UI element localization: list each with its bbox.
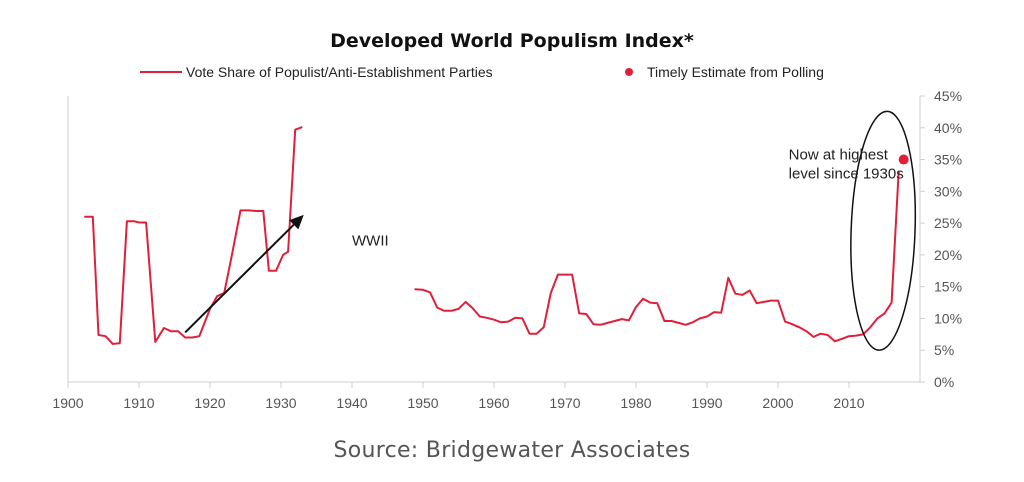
x-tick-label: 1940 bbox=[336, 395, 367, 411]
x-tick-label: 1900 bbox=[52, 395, 83, 411]
y-tick-label: 5% bbox=[934, 342, 954, 358]
chart-title: Developed World Populism Index* bbox=[330, 30, 694, 52]
x-tick-label: 2000 bbox=[762, 395, 793, 411]
x-tick-label: 1920 bbox=[194, 395, 225, 411]
y-tick-label: 40% bbox=[934, 120, 962, 136]
chart-marks: WWII Now at highest level since 1930s bbox=[84, 110, 917, 351]
y-tick-label: 0% bbox=[934, 374, 954, 390]
annotation-line: Now at highest bbox=[789, 147, 889, 164]
trend-arrow-head bbox=[289, 214, 304, 230]
x-tick-label: 1910 bbox=[123, 395, 154, 411]
chart-legend: Vote Share of Populist/Anti-Establishmen… bbox=[0, 64, 1024, 86]
y-tick-label: 20% bbox=[934, 247, 962, 263]
y-tick-label: 10% bbox=[934, 310, 962, 326]
legend-label-vote-share: Vote Share of Populist/Anti-Establishmen… bbox=[186, 64, 493, 80]
chart-axes: 1900 1910 1920 1930 1940 1950 1960 1970 1980 1990… bbox=[52, 88, 962, 411]
legend-dot-swatch bbox=[625, 68, 633, 76]
trend-arrow-shaft bbox=[184, 223, 295, 334]
x-tick-label: 1930 bbox=[265, 395, 296, 411]
x-tick-label: 1980 bbox=[620, 395, 651, 411]
y-tick-label: 45% bbox=[934, 88, 962, 104]
x-tick-label: 1960 bbox=[478, 395, 509, 411]
legend-item-vote-share: Vote Share of Populist/Anti-Establishmen… bbox=[140, 64, 493, 80]
x-tick-label: 2010 bbox=[833, 395, 864, 411]
source-caption: Source: Bridgewater Associates bbox=[333, 438, 691, 463]
y-tick-label: 35% bbox=[934, 152, 962, 168]
y-tick-label: 30% bbox=[934, 183, 962, 199]
highest-level-annotation: Now at highest level since 1930s bbox=[789, 147, 904, 183]
wwii-annotation: WWII bbox=[352, 232, 389, 249]
legend-label-estimate: Timely Estimate from Polling bbox=[647, 64, 824, 80]
series-line-vote-share bbox=[414, 170, 900, 343]
y-tick-label: 25% bbox=[934, 215, 962, 231]
x-tick-label: 1950 bbox=[407, 395, 438, 411]
annotation-line: level since 1930s bbox=[789, 166, 904, 183]
estimate-point bbox=[898, 154, 909, 165]
y-tick-label: 15% bbox=[934, 279, 962, 295]
x-tick-label: 1990 bbox=[691, 395, 722, 411]
x-tick-label: 1970 bbox=[549, 395, 580, 411]
highlight-ellipse bbox=[850, 110, 917, 351]
legend-item-estimate: Timely Estimate from Polling bbox=[625, 64, 824, 80]
legend-line-swatch bbox=[140, 71, 182, 73]
series-line-vote-share bbox=[84, 126, 303, 345]
